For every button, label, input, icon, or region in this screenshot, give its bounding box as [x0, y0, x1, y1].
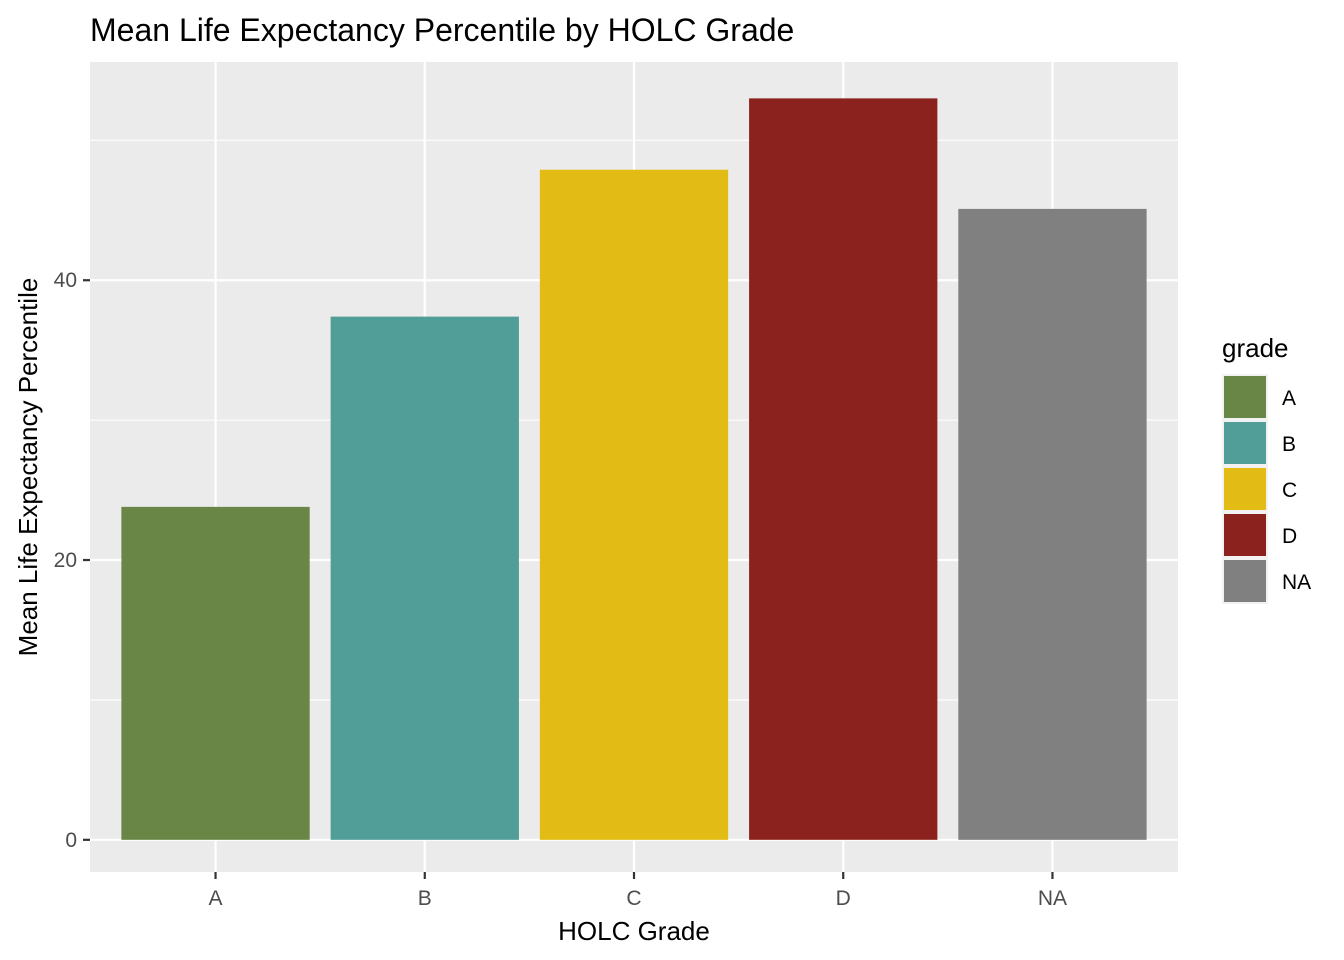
x-tick-label: B	[418, 887, 432, 910]
y-tick-label: 20	[54, 549, 77, 572]
y-tick-label: 0	[65, 829, 77, 852]
x-axis: A B C D NA	[209, 872, 1067, 910]
x-tick-label: A	[209, 887, 223, 910]
bar-b	[330, 316, 519, 840]
y-axis: 0 20 40	[54, 269, 90, 852]
y-axis-title: Mean Life Expectancy Percentile	[13, 278, 43, 657]
x-tick-label: NA	[1038, 887, 1067, 910]
legend-swatch-a	[1224, 376, 1266, 418]
legend-swatch-c	[1224, 468, 1266, 510]
x-axis-title: HOLC Grade	[558, 916, 710, 946]
legend-label: D	[1282, 525, 1297, 548]
bar-a	[121, 506, 310, 840]
bar-series	[121, 98, 1147, 840]
bar-d	[749, 98, 938, 840]
x-tick-label: C	[626, 887, 641, 910]
legend-label: A	[1282, 387, 1296, 410]
chart-title: Mean Life Expectancy Percentile by HOLC …	[90, 12, 794, 48]
legend-label: NA	[1282, 571, 1311, 594]
legend-swatch-b	[1224, 422, 1266, 464]
legend-swatch-na	[1224, 560, 1266, 602]
x-tick-label: D	[836, 887, 851, 910]
y-tick-label: 40	[54, 269, 77, 292]
legend-swatch-d	[1224, 514, 1266, 556]
legend-title: grade	[1222, 333, 1289, 363]
legend-label: C	[1282, 479, 1297, 502]
bar-c	[539, 169, 729, 840]
legend-label: B	[1282, 433, 1296, 456]
bar-na	[958, 208, 1147, 840]
